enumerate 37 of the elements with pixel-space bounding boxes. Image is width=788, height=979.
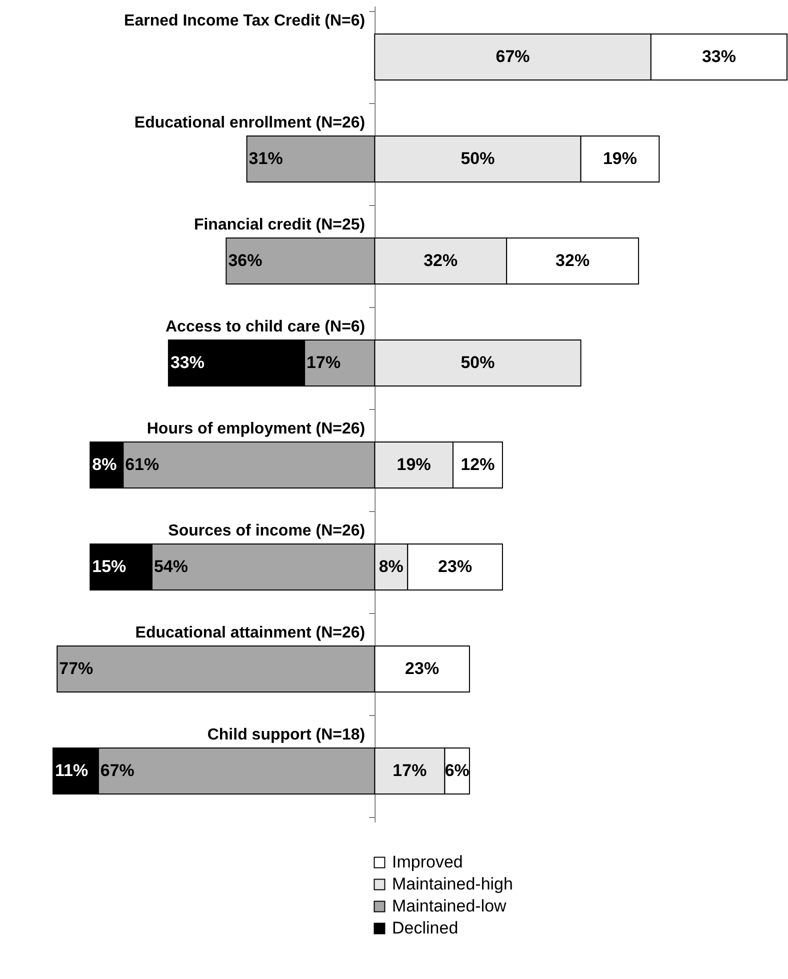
data-label: 67% xyxy=(496,47,530,66)
legend-label: Maintained-low xyxy=(392,896,508,916)
annotation: 67% xyxy=(100,761,134,780)
data-label: 23% xyxy=(405,659,440,678)
data-label: 32% xyxy=(424,251,458,270)
annotation: 33% xyxy=(170,353,204,372)
annotation: 54% xyxy=(154,557,188,576)
y-tick-label: Educational attainment (N=26) xyxy=(135,624,366,642)
annotation: 61% xyxy=(125,455,160,474)
data-label: 50% xyxy=(460,353,495,372)
data-label: 8% xyxy=(378,557,404,576)
y-tick-label: Sources of income (N=26) xyxy=(168,522,366,540)
annotation: 36% xyxy=(228,251,262,270)
y-tick-label: Financial credit (N=25) xyxy=(194,216,366,234)
annotation: 11% xyxy=(55,761,88,780)
data-label: 6% xyxy=(444,761,470,780)
y-tick-label: Educational enrollment (N=26) xyxy=(134,114,366,132)
y-tick-label: Access to child care (N=6) xyxy=(166,318,366,336)
y-tick-label: Earned Income Tax Credit (N=6) xyxy=(124,12,366,30)
y-tick-label: Hours of employment (N=26) xyxy=(146,420,366,438)
annotation: 31% xyxy=(248,149,283,168)
annotation: 17% xyxy=(306,353,341,372)
annotation: 8% xyxy=(92,455,117,474)
annotation: 77% xyxy=(59,659,94,678)
data-label: 23% xyxy=(438,557,472,576)
annotation: 15% xyxy=(92,557,126,576)
legend-label: Maintained-high xyxy=(392,874,513,894)
legend-label: Declined xyxy=(392,918,458,938)
data-label: 50% xyxy=(460,149,495,168)
data-label: 19% xyxy=(396,455,431,474)
data-label: 12% xyxy=(460,455,495,474)
legend-label: Improved xyxy=(392,852,463,872)
y-tick-label: Child support (N=18) xyxy=(207,726,366,744)
data-label: 19% xyxy=(602,149,638,168)
data-label: 32% xyxy=(556,251,590,270)
data-label: 17% xyxy=(392,761,427,780)
data-label: 33% xyxy=(702,47,736,66)
